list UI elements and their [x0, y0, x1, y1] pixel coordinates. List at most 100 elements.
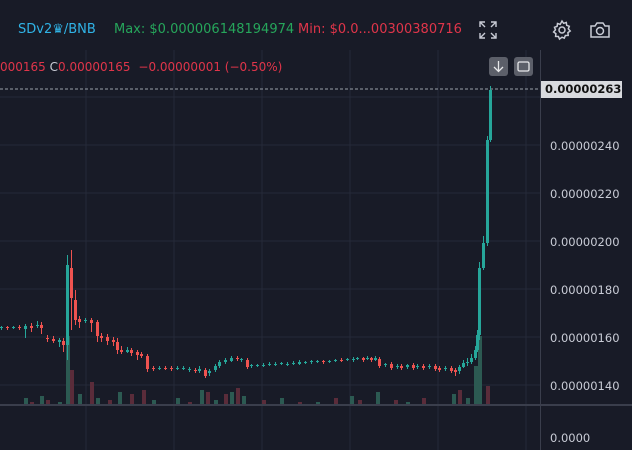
candle-body — [406, 365, 409, 367]
volume-bar — [24, 398, 28, 406]
candle-body — [412, 365, 415, 368]
price-tick: 0.00000200 — [550, 235, 620, 249]
candle-body — [280, 363, 283, 364]
candle-body — [458, 367, 461, 371]
candle-body — [400, 366, 403, 368]
price-tick: 0.00000220 — [550, 187, 620, 201]
candle-body — [84, 320, 87, 321]
candle-body — [36, 325, 39, 326]
candle-body — [316, 361, 319, 362]
fullscreen-icon[interactable] — [476, 18, 500, 42]
fit-screen-icon — [517, 61, 530, 72]
volume-bar — [230, 392, 234, 406]
candle-body — [130, 350, 133, 353]
candle-body — [322, 361, 325, 362]
candle-body — [422, 366, 425, 368]
candle-body — [194, 370, 197, 371]
volume-bar — [236, 388, 240, 406]
candles-svg — [0, 50, 540, 450]
candle-body — [30, 326, 33, 328]
candle-body — [18, 327, 21, 328]
candle-body — [434, 366, 437, 369]
candle-body — [0, 327, 3, 328]
volume-bar — [214, 400, 218, 406]
candle-body — [262, 365, 265, 366]
candle-body — [78, 319, 81, 322]
candle-body — [390, 364, 393, 368]
volume-bar — [242, 396, 246, 406]
candle-body — [236, 358, 239, 359]
candle-body — [164, 368, 167, 369]
volume-bar — [422, 398, 426, 406]
price-chart[interactable] — [0, 50, 540, 450]
candle-body — [470, 358, 473, 362]
candle-body — [52, 339, 55, 341]
volume-bar — [452, 394, 456, 406]
candle-body — [40, 325, 43, 328]
candle-body — [444, 368, 447, 369]
candle-body — [370, 358, 373, 360]
volume-bar — [334, 398, 338, 406]
candle-body — [250, 365, 253, 366]
scroll-down-button[interactable] — [489, 57, 508, 76]
candle-body — [462, 363, 465, 367]
candle-body — [136, 352, 139, 355]
volume-bar — [486, 386, 490, 406]
candle-body — [478, 268, 481, 335]
settings-icon[interactable] — [550, 18, 574, 42]
candle-body — [120, 350, 123, 352]
close-value: 0.00000165 — [58, 60, 131, 74]
camera-icon[interactable] — [588, 18, 612, 42]
volume-bar — [78, 394, 82, 406]
price-tick: 0.00000180 — [550, 283, 620, 297]
volume-bar — [70, 370, 74, 406]
candle-body — [356, 358, 359, 359]
candle-body — [188, 369, 191, 370]
volume-bar — [350, 396, 354, 406]
candle-body — [328, 361, 331, 362]
candle-body — [12, 327, 15, 328]
candle-body — [268, 364, 271, 365]
candles — [0, 86, 492, 378]
volume-bar — [142, 390, 146, 406]
candle-body — [486, 140, 489, 243]
volume-bar — [478, 336, 482, 406]
candle-body — [198, 369, 201, 371]
candle-body — [346, 359, 349, 360]
candle-body — [6, 327, 9, 328]
candle-body — [158, 368, 161, 369]
ohlc-legend: 000165 C0.00000165 −0.00000001 (−0.50%) — [0, 60, 282, 74]
pane-separator[interactable] — [0, 404, 632, 406]
volume-bars — [24, 336, 490, 406]
candle-body — [482, 243, 485, 268]
volume-bar — [262, 400, 266, 406]
volume-bar — [152, 400, 156, 406]
candle-body — [224, 360, 227, 362]
volume-bar — [118, 392, 122, 406]
volume-bar — [206, 392, 210, 406]
candle-body — [374, 358, 377, 360]
candle-body — [96, 322, 99, 336]
candle-body — [476, 335, 479, 350]
price-axis[interactable]: 0.00000240 0.00000220 0.00000200 0.00000… — [540, 50, 632, 450]
candle-body — [62, 341, 65, 345]
volume-bar — [176, 398, 180, 406]
candle-body — [170, 368, 173, 369]
volume-bar — [40, 396, 44, 406]
max-price: Max: $0.000006148194974 — [114, 22, 295, 37]
candle-body — [24, 326, 27, 329]
fit-screen-button[interactable] — [514, 57, 533, 76]
pair-symbol[interactable]: SDv2♛/BNB — [18, 22, 96, 37]
candle-body — [204, 370, 207, 376]
volume-bar — [358, 400, 362, 406]
candle-body — [100, 336, 103, 338]
candle-body — [352, 359, 355, 360]
volume-bar — [280, 398, 284, 406]
candle-body — [176, 368, 179, 369]
volume-bar — [376, 392, 380, 406]
min-price: Min: $0.0...00300380716 — [298, 22, 462, 37]
candle-body — [292, 363, 295, 364]
volume-bar — [66, 336, 70, 406]
candle-body — [46, 338, 49, 339]
current-price-label: 0.00000263 — [541, 81, 622, 98]
